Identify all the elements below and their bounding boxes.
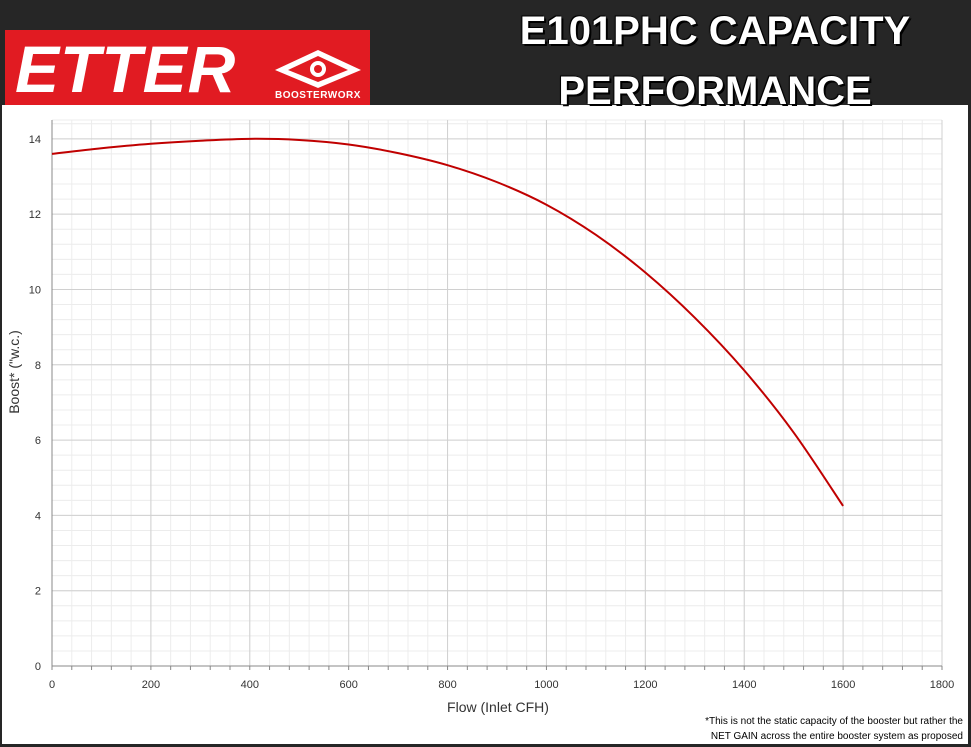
- x-tick-label: 1000: [534, 679, 558, 691]
- x-tick-label: 200: [142, 679, 160, 691]
- footnote-line-2: NET GAIN across the entire booster syste…: [710, 731, 963, 742]
- minor-grid: [51, 119, 943, 667]
- x-tick-label: 1800: [930, 679, 954, 691]
- y-tick-label: 14: [29, 134, 41, 146]
- y-tick-labels: 0 2 4 6 8 10 12 14: [29, 134, 41, 673]
- boost-curve: [51, 137, 844, 507]
- x-tick-label: 1600: [831, 679, 855, 691]
- logo-subtext: BOOSTERWORX: [275, 90, 361, 101]
- y-tick-label: 8: [35, 360, 41, 372]
- x-tick-label: 800: [438, 679, 456, 691]
- y-tick-label: 12: [29, 209, 41, 221]
- y-tick-label: 10: [29, 284, 41, 296]
- boosterworx-emblem-icon: [275, 50, 361, 88]
- x-tick-labels: 0 200 400 600 800 1000 1200 1400 1600 1800: [49, 679, 954, 691]
- y-tick-label: 0: [35, 661, 41, 673]
- page-title: E101PHC CAPACITY PERFORMANCE: [470, 0, 960, 122]
- x-tick-label: 1400: [732, 679, 756, 691]
- y-tick-label: 6: [35, 435, 41, 447]
- y-axis-label: Boost* ("w.c.): [6, 330, 22, 414]
- y-tick-label: 2: [35, 586, 41, 598]
- title-line-1: E101PHC CAPACITY: [519, 9, 911, 53]
- frame-bottom: [0, 744, 971, 747]
- footnote-line-1: *This is not the static capacity of the …: [705, 716, 963, 727]
- title-line-2: PERFORMANCE: [558, 69, 872, 113]
- footnote: *This is not the static capacity of the …: [705, 714, 963, 744]
- x-tick-label: 600: [339, 679, 357, 691]
- x-tick-label: 1200: [633, 679, 657, 691]
- y-tick-label: 4: [35, 510, 41, 522]
- frame-right: [968, 105, 971, 747]
- x-tick-label: 400: [241, 679, 259, 691]
- etter-logo: ETTER BOOSTERWORX: [5, 30, 370, 105]
- capacity-chart: 0 2 4 6 8 10 12 14 0 200 400 600 800 1000 1200 1400 160…: [6, 119, 954, 715]
- x-axis-label: Flow (Inlet CFH): [447, 699, 549, 715]
- logo-wordmark: ETTER: [15, 32, 237, 106]
- axes: [51, 120, 943, 670]
- frame-left: [0, 105, 2, 747]
- x-tick-label: 0: [49, 679, 55, 691]
- major-grid: [51, 120, 943, 667]
